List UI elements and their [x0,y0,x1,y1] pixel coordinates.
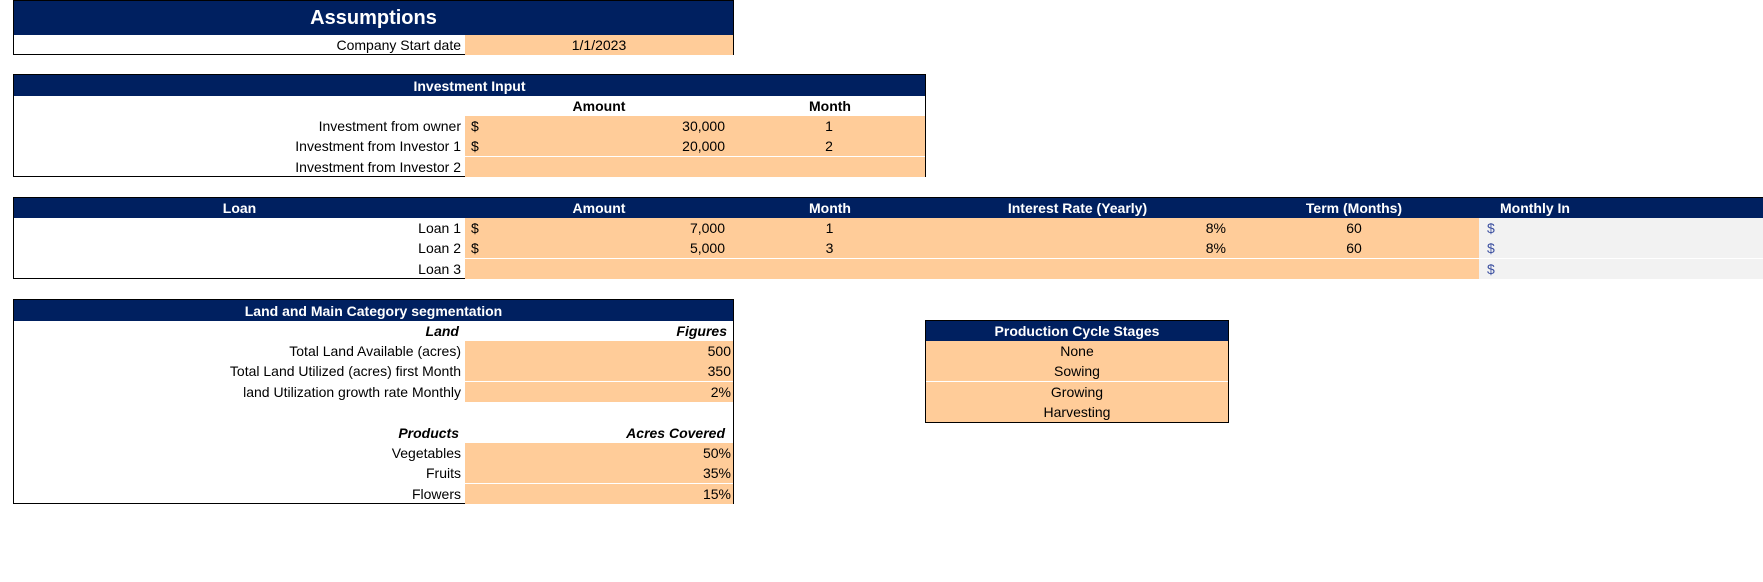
land-value-input[interactable]: 2% [465,381,733,402]
currency-symbol: $ [471,118,479,134]
investment-month-input[interactable]: 1 [733,116,925,136]
loan-label: Loan 3 [418,260,461,277]
loan-rate-input[interactable]: 8% [926,218,1229,238]
land-value-input[interactable]: 350 [465,361,733,382]
loan-header: Loan Amount Month Interest Rate (Yearly)… [14,198,1763,218]
currency-symbol: $ [471,240,479,257]
investment-label: Investment from Investor 1 [295,138,461,155]
assumptions-title: Assumptions [14,1,733,35]
col-amount: Amount [572,200,626,216]
investment-title: Investment Input [14,75,925,96]
production-stage[interactable]: Growing [926,381,1228,402]
product-label: Vegetables [391,445,461,461]
product-acres-input[interactable]: 50% [465,443,733,463]
loan-amount-input[interactable] [465,258,733,279]
amount-value: 7,000 [689,220,725,236]
col-monthly-interest: Monthly In [1500,200,1570,216]
production-title: Production Cycle Stages [926,321,1228,341]
loan-label: Loan 2 [418,240,461,257]
amount-value: 30,000 [682,118,725,134]
col-products: Products [398,425,459,441]
loan-rate-input[interactable] [926,258,1229,279]
investment-label: Investment from Investor 2 [295,158,461,175]
col-amount: Amount [572,98,626,114]
col-figures: Figures [676,323,727,339]
loan-label: Loan 1 [418,220,461,236]
col-month: Month [809,200,851,216]
loan-term-input[interactable]: 60 [1229,218,1479,238]
investment-month-input[interactable]: 2 [733,136,925,157]
assumptions-section: Assumptions Company Start date 1/1/2023 [13,0,734,55]
loan-monthly-interest: $ [1479,238,1763,259]
amount-value: 20,000 [682,138,725,155]
land-value-input[interactable]: 500 [465,341,733,361]
loan-term-input[interactable]: 60 [1229,238,1479,259]
start-date-label: Company Start date [336,37,461,53]
currency-symbol: $ [471,220,479,236]
production-stage[interactable]: Harvesting [926,401,1228,422]
loan-section: Loan Amount Month Interest Rate (Yearly)… [13,197,1763,279]
investment-amount-input[interactable]: $20,000 [465,136,733,157]
loan-month-input[interactable]: 3 [733,238,926,259]
product-acres-input[interactable]: 35% [465,463,733,484]
land-section: Land and Main Category segmentation Land… [13,299,734,504]
product-label: Flowers [411,485,461,502]
col-term: Term (Months) [1305,200,1403,216]
currency-symbol: $ [471,138,479,155]
investment-label: Investment from owner [318,118,461,134]
land-title: Land and Main Category segmentation [14,300,733,321]
production-stage[interactable]: None [926,341,1228,361]
loan-rate-input[interactable]: 8% [926,238,1229,259]
investment-month-input[interactable] [733,156,925,177]
col-acres-covered: Acres Covered [626,425,725,441]
investment-amount-input[interactable]: $30,000 [465,116,733,136]
product-acres-input[interactable]: 15% [465,483,733,504]
production-section: Production Cycle Stages None Sowing Growin… [925,320,1229,423]
loan-month-input[interactable]: 1 [733,218,926,238]
product-label: Fruits [426,465,461,482]
investment-section: Investment Input Amount Month Investment… [13,74,926,177]
loan-term-input[interactable] [1229,258,1479,279]
production-stage[interactable]: Sowing [926,361,1228,382]
loan-amount-input[interactable]: $7,000 [465,218,733,238]
loan-monthly-interest: $ [1479,218,1763,238]
col-loan: Loan [222,200,257,216]
loan-monthly-interest: $ [1479,258,1763,279]
investment-amount-input[interactable] [465,156,733,177]
land-label: Total Land Available (acres) [289,343,461,359]
amount-value: 5,000 [689,240,725,257]
start-date-input[interactable]: 1/1/2023 [465,35,733,55]
col-land: Land [425,323,459,339]
col-interest-rate: Interest Rate (Yearly) [1007,200,1148,216]
land-label: land Utilization growth rate Monthly [243,383,461,400]
loan-amount-input[interactable]: $5,000 [465,238,733,259]
col-month: Month [809,98,851,114]
land-label: Total Land Utilized (acres) first Month [229,363,461,380]
loan-month-input[interactable] [733,258,926,279]
